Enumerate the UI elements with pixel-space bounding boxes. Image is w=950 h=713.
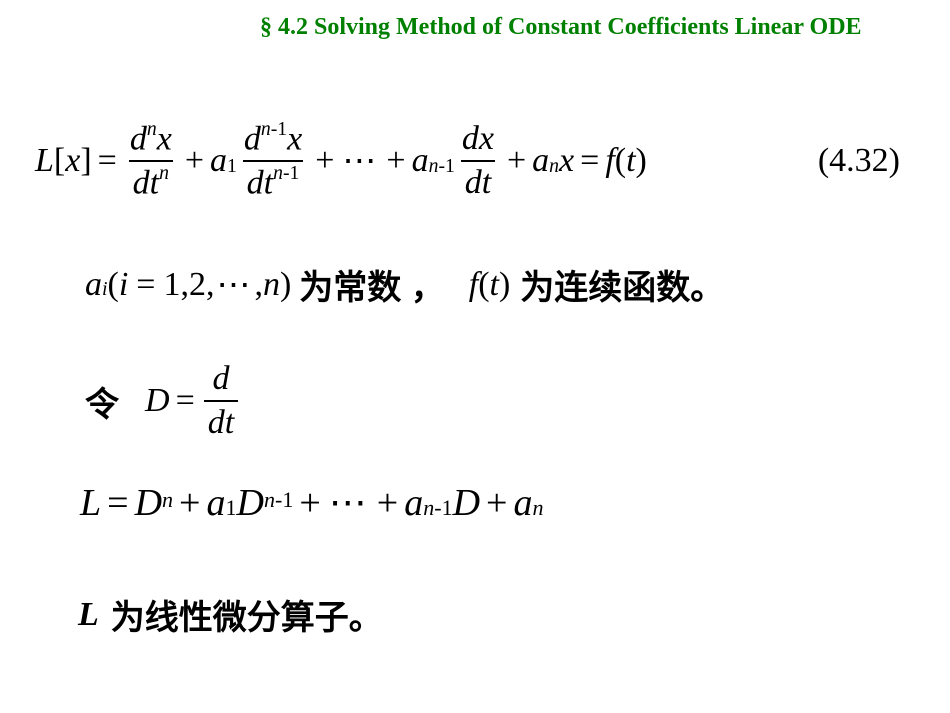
sym-D: D	[135, 481, 162, 525]
definition-L-operator: L = Dn + a1 Dn-1 + ⋯ + an-1 D + an	[80, 480, 543, 525]
dots: ⋯	[216, 265, 252, 305]
exp-n: n	[261, 118, 271, 140]
text-linear-diff-op: 为线性微分算子。	[111, 590, 383, 639]
sym-a: a	[412, 142, 429, 180]
sub-n: n	[423, 495, 434, 520]
sym-f: f	[605, 142, 614, 180]
sym-x: x	[559, 142, 574, 180]
exp-n: n	[147, 118, 157, 140]
sym-i: i	[119, 266, 128, 304]
paren-open: (	[615, 142, 626, 180]
paren-close: )	[636, 142, 647, 180]
text-wei-lianxu: 为连续函数。	[520, 260, 724, 309]
exp-nm1: n-1	[261, 118, 287, 140]
plus: +	[299, 481, 320, 525]
dots: ⋯	[342, 141, 378, 181]
sub-i: i	[102, 278, 107, 301]
sym-dt: dt	[133, 165, 159, 202]
plus: +	[315, 142, 334, 180]
bracket-open: [	[54, 142, 65, 180]
sym-x: x	[65, 142, 80, 180]
sym-x: x	[287, 120, 302, 157]
sub-1: 1	[445, 155, 455, 177]
sym-D: D	[237, 481, 264, 525]
sym-dt: dt	[204, 400, 238, 442]
frac-d-dt: d dt	[204, 360, 238, 442]
dots: ⋯	[329, 480, 369, 525]
equation-4-32: L [ x ] = dnx dtn + a1 dn-1x dtn-1 + ⋯ +…	[35, 120, 930, 203]
sym-d: d	[244, 120, 261, 157]
sym-D: D	[453, 481, 480, 525]
sub-n: n	[429, 155, 439, 177]
sym-D: D	[145, 382, 170, 420]
seq-12: 1,2,	[163, 266, 214, 304]
exp-n: n	[162, 487, 173, 513]
sub-1: 1	[227, 155, 237, 178]
sub-nm1: n-1	[429, 155, 455, 178]
equation-number: (4.32)	[818, 142, 900, 180]
sym-x: x	[157, 120, 172, 157]
sub-nm1: n-1	[423, 495, 452, 521]
sym-dx: dx	[458, 120, 498, 160]
exp-nm1: n-1	[264, 487, 293, 513]
sym-dt: dt	[247, 165, 273, 202]
exp-n: n	[264, 487, 275, 512]
sub-1: 1	[225, 495, 236, 521]
equals: =	[136, 266, 155, 304]
sym-a: a	[210, 142, 227, 180]
equals: =	[580, 142, 599, 180]
paren-close: )	[280, 266, 291, 304]
exp-nm1: n-1	[273, 162, 299, 184]
sub-1: 1	[442, 495, 453, 520]
equals: =	[98, 142, 117, 180]
plus: +	[377, 481, 398, 525]
paren-open: (	[478, 266, 489, 304]
sym-a: a	[404, 481, 423, 525]
sym-a: a	[206, 481, 225, 525]
plus: +	[185, 142, 204, 180]
text-constants-condition: ai (i = 1,2, ⋯ , n ) 为常数 ， f (t) 为连续函数。	[85, 260, 724, 309]
paren-open: (	[107, 266, 118, 304]
sub-n: n	[549, 155, 559, 178]
sym-a: a	[85, 266, 102, 304]
plus: +	[386, 142, 405, 180]
sym-d: d	[130, 120, 147, 157]
sym-L: L	[80, 481, 101, 525]
sym-f: f	[469, 266, 478, 304]
exp-1: 1	[290, 162, 300, 184]
sym-a: a	[532, 142, 549, 180]
sym-t: t	[626, 142, 635, 180]
frac-dn1x-dtn1: dn-1x dtn-1	[240, 120, 306, 203]
exp-n: n	[159, 162, 169, 184]
plus: +	[507, 142, 526, 180]
comma: ,	[254, 266, 263, 304]
equals: =	[107, 481, 128, 525]
text-wei-changshu: 为常数 ，	[299, 260, 444, 309]
exp-1: 1	[277, 118, 287, 140]
sym-L: L	[35, 142, 54, 180]
sym-n: n	[263, 266, 280, 304]
sym-a: a	[513, 481, 532, 525]
exp-1: 1	[282, 487, 293, 512]
sym-t: t	[490, 266, 499, 304]
plus: +	[179, 481, 200, 525]
frac-dx-dt: dx dt	[458, 120, 498, 202]
sub-n: n	[532, 495, 543, 521]
equals: =	[176, 382, 195, 420]
text-L-operator-desc: L 为线性微分算子。	[78, 590, 383, 639]
section-header: § 4.2 Solving Method of Constant Coeffic…	[260, 14, 940, 41]
text-ling: 令	[85, 377, 119, 426]
exp-n: n	[273, 162, 283, 184]
definition-D: 令 D = d dt	[85, 360, 241, 442]
paren-close: )	[499, 266, 510, 304]
bracket-close: ]	[80, 142, 91, 180]
sym-d: d	[208, 360, 233, 400]
plus: +	[486, 481, 507, 525]
sub-minus: -	[434, 495, 441, 520]
frac-dnx-dtn: dnx dtn	[126, 120, 176, 203]
sym-dt: dt	[461, 160, 495, 202]
sym-L: L	[78, 596, 99, 634]
